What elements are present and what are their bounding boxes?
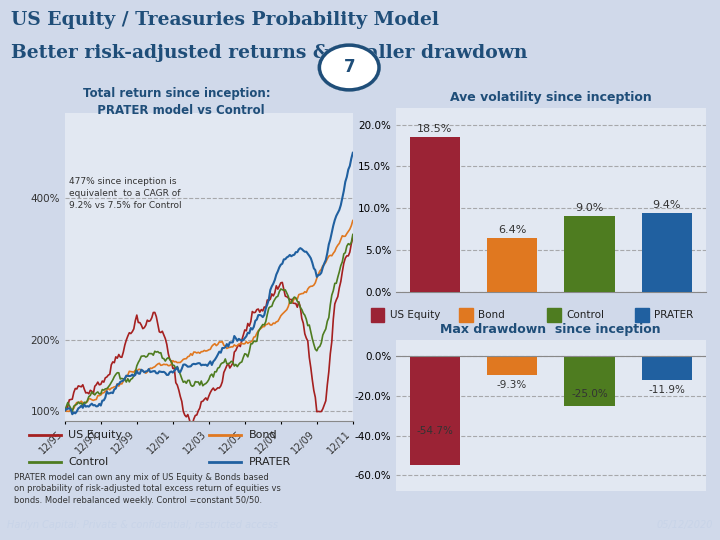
Text: Bond: Bond [478, 310, 505, 320]
Bar [410, 356, 460, 465]
Bar [371, 308, 384, 321]
Title: Max drawdown  since inception: Max drawdown since inception [441, 323, 661, 336]
Text: -9.3%: -9.3% [497, 380, 527, 389]
Title: Ave volatility since inception: Ave volatility since inception [450, 91, 652, 104]
Text: Total return since inception:
  PRATER model vs Control: Total return since inception: PRATER mod… [83, 87, 270, 117]
Text: US Equity: US Equity [390, 310, 440, 320]
Bar [487, 356, 537, 375]
Text: 7: 7 [343, 58, 355, 77]
Text: -11.9%: -11.9% [649, 385, 685, 395]
Circle shape [320, 45, 379, 90]
Bar [564, 356, 615, 406]
Bar [642, 213, 692, 292]
Text: Harlyn Capital: Private & confidential; restricted access: Harlyn Capital: Private & confidential; … [7, 520, 279, 530]
Text: US Equity / Treasuries Probability Model: US Equity / Treasuries Probability Model [11, 10, 438, 29]
Bar [642, 356, 692, 380]
Text: PRATER: PRATER [248, 457, 291, 467]
Text: 9.4%: 9.4% [652, 200, 681, 210]
Text: 6.4%: 6.4% [498, 225, 526, 235]
Bar [564, 217, 615, 292]
Text: Control: Control [566, 310, 604, 320]
Bar [459, 308, 472, 321]
Bar [635, 308, 649, 321]
Text: US Equity: US Equity [68, 430, 122, 440]
Bar [487, 238, 537, 292]
Text: 9.0%: 9.0% [575, 203, 603, 213]
Text: PRATER: PRATER [654, 310, 693, 320]
Text: 477% since inception is
equivalent  to a CAGR of
9.2% vs 7.5% for Control: 477% since inception is equivalent to a … [69, 177, 182, 210]
Text: Better risk-adjusted returns & smaller drawdown: Better risk-adjusted returns & smaller d… [11, 44, 527, 62]
Text: -54.7%: -54.7% [416, 427, 453, 436]
Text: Control: Control [68, 457, 109, 467]
Text: PRATER model can own any mix of US Equity & Bonds based
on probability of risk-a: PRATER model can own any mix of US Equit… [14, 472, 282, 505]
Text: 05/12/2020: 05/12/2020 [657, 520, 713, 530]
Text: -25.0%: -25.0% [571, 389, 608, 399]
Text: 18.5%: 18.5% [417, 124, 452, 134]
Text: Bond: Bond [248, 430, 277, 440]
Bar [410, 137, 460, 292]
Bar [547, 308, 561, 321]
